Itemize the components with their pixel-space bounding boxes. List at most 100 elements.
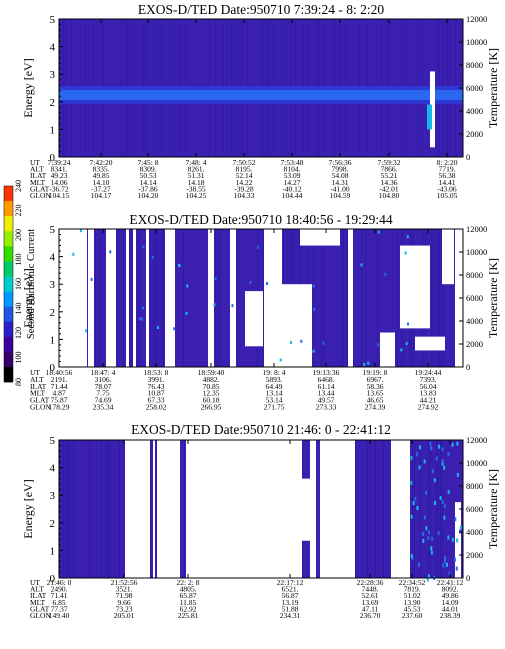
high-value — [425, 491, 428, 496]
data-gap — [126, 229, 129, 367]
cell-value: 7:42:20 — [90, 158, 113, 167]
data-gap — [442, 229, 454, 285]
cell-value: 51.88 — [282, 604, 299, 613]
y-tick-label: 5 — [50, 435, 56, 447]
cell-value: 74.69 — [95, 396, 112, 405]
data-gap — [300, 229, 340, 246]
texture — [131, 229, 132, 367]
y-tick-label: 3 — [50, 490, 56, 502]
high-value — [444, 556, 447, 561]
high-value — [451, 442, 454, 447]
high-value — [405, 342, 408, 346]
cell-value: 9.66 — [117, 598, 130, 607]
high-value — [186, 284, 189, 288]
texture — [149, 229, 150, 367]
texture — [99, 229, 100, 367]
cell-value: 2191. — [51, 375, 68, 384]
row-label: ALT — [30, 375, 44, 384]
texture — [263, 229, 264, 367]
high-value — [427, 574, 430, 579]
cell-value: -42.01 — [379, 184, 399, 193]
y-axis-label: Energy [eV] — [21, 479, 35, 538]
data-gap — [300, 478, 310, 541]
cell-value: 6521. — [282, 585, 299, 594]
texture — [321, 229, 322, 367]
cell-value: 238.39 — [440, 611, 461, 620]
cell-value: 104.59 — [330, 191, 351, 200]
texture — [347, 229, 348, 367]
cell-value: 2490. — [51, 585, 68, 594]
cell-value: 7:48: 4 — [185, 158, 206, 167]
colorbar-tick-label: 80 — [14, 378, 23, 386]
high-value — [443, 504, 446, 509]
texture — [361, 229, 362, 367]
cell-value: 56.04 — [420, 382, 437, 391]
high-value — [156, 326, 159, 330]
high-value — [439, 496, 442, 501]
high-value — [443, 515, 446, 520]
high-value — [416, 506, 419, 511]
cell-value: -40.12 — [282, 184, 302, 193]
y2-tick-label: 2000 — [466, 129, 483, 139]
row-label: GLON — [30, 191, 51, 200]
y2-axis-label: Temperature [K] — [486, 469, 500, 549]
cell-value: 4882. — [203, 375, 220, 384]
y2-tick-label: 2000 — [466, 550, 483, 560]
cell-value: 271.75 — [264, 403, 285, 412]
high-value — [411, 556, 414, 561]
cell-value: 4.87 — [52, 389, 65, 398]
high-value — [422, 538, 425, 543]
cell-value: 44.01 — [442, 604, 459, 613]
data-gap — [133, 229, 136, 367]
texture — [237, 229, 238, 367]
texture — [367, 440, 368, 578]
y2-tick-label: 10000 — [466, 247, 487, 257]
cell-value: 13.19 — [282, 598, 299, 607]
high-value — [437, 531, 440, 536]
colorbar-tick-label: 120 — [14, 327, 23, 339]
y-tick-label: 5 — [50, 14, 56, 26]
cell-value: 51.31 — [188, 171, 205, 180]
y-tick-label: 1 — [50, 124, 56, 136]
high-value — [419, 445, 422, 450]
y2-axis-label: Temperature [K] — [486, 258, 500, 338]
cell-value: 14.22 — [236, 178, 253, 187]
texture — [341, 229, 342, 367]
y2-tick-label: 2000 — [466, 339, 483, 349]
row-label: ALT — [30, 165, 44, 174]
high-value — [427, 104, 432, 130]
high-value — [442, 563, 445, 568]
colorbar-swatch — [4, 186, 13, 202]
row-label: GLAT — [30, 604, 50, 613]
cell-value: -41.00 — [330, 184, 350, 193]
texture — [105, 440, 106, 578]
high-value — [410, 514, 413, 519]
high-value — [90, 277, 93, 281]
cell-value: 76.43 — [148, 382, 165, 391]
high-value — [456, 441, 459, 446]
data-gap — [348, 229, 353, 367]
texture — [107, 440, 108, 578]
y-tick-label: 5 — [50, 224, 56, 236]
texture — [219, 229, 220, 367]
heatmap-image — [59, 19, 463, 157]
y2-tick-label: 4000 — [466, 106, 483, 116]
cell-value: 3991. — [148, 375, 165, 384]
texture — [441, 229, 442, 367]
high-value — [410, 480, 413, 485]
cell-value: 3106. — [95, 375, 112, 384]
high-value — [412, 501, 415, 506]
row-label: MLT — [30, 178, 46, 187]
y2-tick-label: 4000 — [466, 527, 483, 537]
cell-value: 18:53: 8 — [144, 368, 169, 377]
data-gap — [59, 229, 87, 367]
cell-value: 236.70 — [360, 611, 381, 620]
cell-value: -36.72 — [49, 184, 69, 193]
texture — [414, 440, 415, 578]
high-value — [447, 535, 450, 540]
colorbar-tick-label: 160 — [14, 278, 23, 290]
high-value — [142, 245, 145, 249]
row-label: MLT — [30, 389, 46, 398]
texture — [67, 440, 68, 578]
cell-value: 70.85 — [203, 382, 220, 391]
